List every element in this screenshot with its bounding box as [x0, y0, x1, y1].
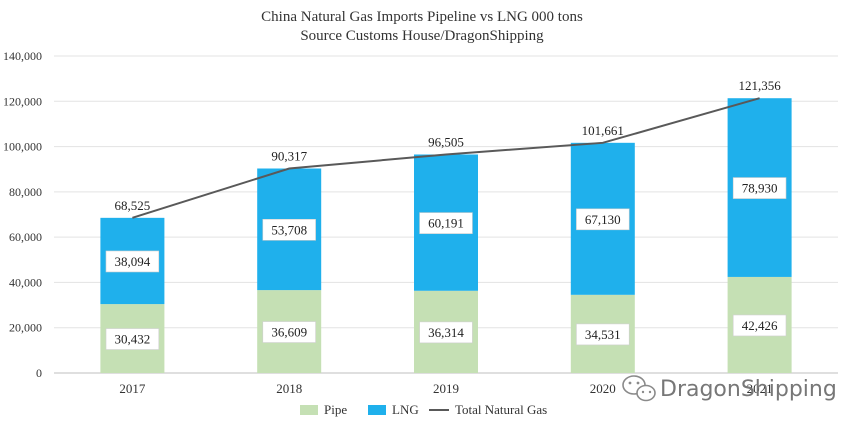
data-label-total: 101,661 — [582, 123, 624, 138]
legend: Pipe LNG Total Natural Gas — [300, 402, 547, 417]
y-tick-label: 40,000 — [9, 275, 42, 289]
x-axis-ticks: 2017 2018 2019 2020 2021 — [119, 381, 772, 396]
x-tick-label: 2019 — [433, 381, 459, 396]
y-tick-label: 60,000 — [9, 230, 42, 244]
data-label-box — [419, 321, 473, 344]
legend-item-pipe: Pipe — [324, 402, 347, 417]
y-axis-ticks: 0 20,000 40,000 60,000 80,000 100,000 120,000 1… — [3, 49, 42, 380]
wechat-icon — [622, 375, 656, 402]
data-label-total: 90,317 — [271, 148, 307, 163]
legend-item-lng: LNG — [392, 402, 419, 417]
data-label-total: 68,525 — [115, 198, 151, 213]
x-tick-label: 2017 — [119, 381, 146, 396]
data-label-box — [262, 219, 316, 241]
legend-item-lng-swatch — [368, 405, 386, 415]
total-line — [132, 97, 760, 219]
data-label: 42,426 — [742, 318, 778, 333]
y-tick-label: 120,000 — [3, 94, 42, 108]
legend-item-pipe-swatch — [300, 405, 318, 415]
data-label-total: 121,356 — [738, 78, 781, 93]
data-label: 30,432 — [115, 332, 151, 347]
data-label-box — [576, 208, 630, 231]
y-tick-label: 80,000 — [9, 185, 42, 199]
data-label-box — [732, 314, 787, 337]
data-label: 38,094 — [115, 254, 151, 269]
x-tick-label: 2018 — [276, 381, 302, 396]
data-label-box — [105, 328, 160, 350]
y-tick-label: 0 — [36, 366, 42, 380]
data-label-box — [262, 321, 316, 343]
watermark-text: DragonShipping — [660, 377, 837, 402]
data-label: 78,930 — [742, 181, 778, 196]
data-label: 60,191 — [428, 216, 464, 231]
x-tick-label: 2020 — [590, 381, 616, 396]
data-label-total: 96,505 — [428, 134, 464, 149]
legend-item-total-natural-gas: Total Natural Gas — [455, 402, 547, 417]
chart-title: China Natural Gas Imports Pipeline vs LN… — [261, 9, 583, 25]
data-label-box — [419, 212, 473, 234]
watermark: DragonShipping — [622, 375, 837, 402]
data-labels: 30,432 38,094 36,609 53,708 36,314 60,191 34,5… — [105, 78, 787, 350]
data-label: 53,708 — [271, 222, 307, 237]
data-label-box — [576, 323, 630, 346]
y-tick-label: 100,000 — [3, 140, 42, 154]
data-label-box — [732, 177, 787, 199]
x-tick-label: 2021 — [747, 381, 773, 396]
data-label-box — [105, 250, 160, 273]
chart-subtitle: Source Customs House/DragonShipping — [300, 28, 544, 44]
data-label: 34,531 — [585, 327, 621, 342]
y-tick-label: 140,000 — [3, 49, 42, 63]
data-label: 36,609 — [271, 325, 307, 340]
series-line-total — [132, 97, 760, 219]
data-label: 36,314 — [428, 325, 464, 340]
y-tick-label: 20,000 — [9, 321, 42, 335]
data-label: 67,130 — [585, 212, 621, 227]
